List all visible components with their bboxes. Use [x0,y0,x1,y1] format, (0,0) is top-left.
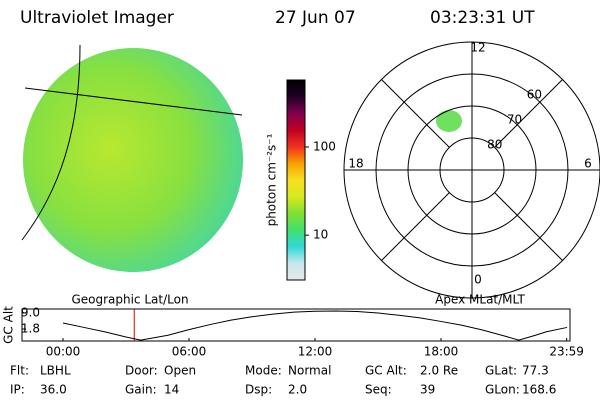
title: Ultraviolet Imager [20,8,174,28]
mlt-label: 12 [470,41,485,55]
info-label: GC Alt: [365,364,407,378]
x-tick-label: 18:00 [424,345,459,359]
right-image-label: Apex MLat/MLT [435,293,525,307]
info-value: 36.0 [40,383,67,397]
x-tick-label: 12:00 [298,345,333,359]
colorbar [286,79,306,281]
y-tick-label: 9.0 [21,306,40,320]
x-tick-label: 23:59 [549,345,584,359]
info-label: IP: [10,383,25,397]
info-value: 168.6 [522,383,556,397]
earth-image [21,44,243,272]
mlt-label: 18 [348,157,363,171]
y-tick-label: 1.8 [21,322,40,336]
mlt-label: 6 [584,157,592,171]
info-value: 14 [164,383,179,397]
mlt-line [494,79,563,148]
mlt-line [494,192,563,261]
colorbar-label: photon cm⁻²s⁻¹ [265,133,279,226]
colorbar-tick-label: 100 [313,139,336,153]
mlt-line [381,79,450,148]
auroral-oval [436,110,462,132]
mlt-line [381,192,450,261]
mlt-label: 0 [474,273,482,287]
info-label: Seq: [365,383,392,397]
info-value: 2.0 [288,383,307,397]
info-value: Normal [288,364,331,378]
lon-line [21,44,81,241]
lat-ring-label: 70 [507,112,522,126]
info-label: Gain: [125,383,157,397]
lat-line [24,87,243,116]
lat-ring-label: 60 [527,87,542,101]
time: 03:23:31 UT [430,8,535,28]
y-axis-label: GC Alt [2,306,16,344]
plot-frame [21,308,571,342]
earth-disk [23,48,243,272]
info-label: GLat: [485,364,517,378]
info-value: 39 [420,383,435,397]
altitude-line [62,310,568,341]
info-label: GLon: [485,383,520,397]
info-value: 77.3 [522,364,549,378]
info-label: Dsp: [245,383,272,397]
info-label: Flt: [10,364,29,378]
info-value: LBHL [40,364,71,378]
x-tick-label: 00:00 [46,345,81,359]
info-value: 2.0 Re [420,364,458,378]
lat-ring-label: 80 [487,138,502,152]
left-image-label: Geographic Lat/Lon [71,293,188,307]
info-label: Door: [125,364,158,378]
info-value: Open [164,364,196,378]
date: 27 Jun 07 [275,8,356,28]
info-label: Mode: [245,364,282,378]
colorbar-tick-label: 10 [313,228,328,242]
x-tick-label: 06:00 [172,345,207,359]
